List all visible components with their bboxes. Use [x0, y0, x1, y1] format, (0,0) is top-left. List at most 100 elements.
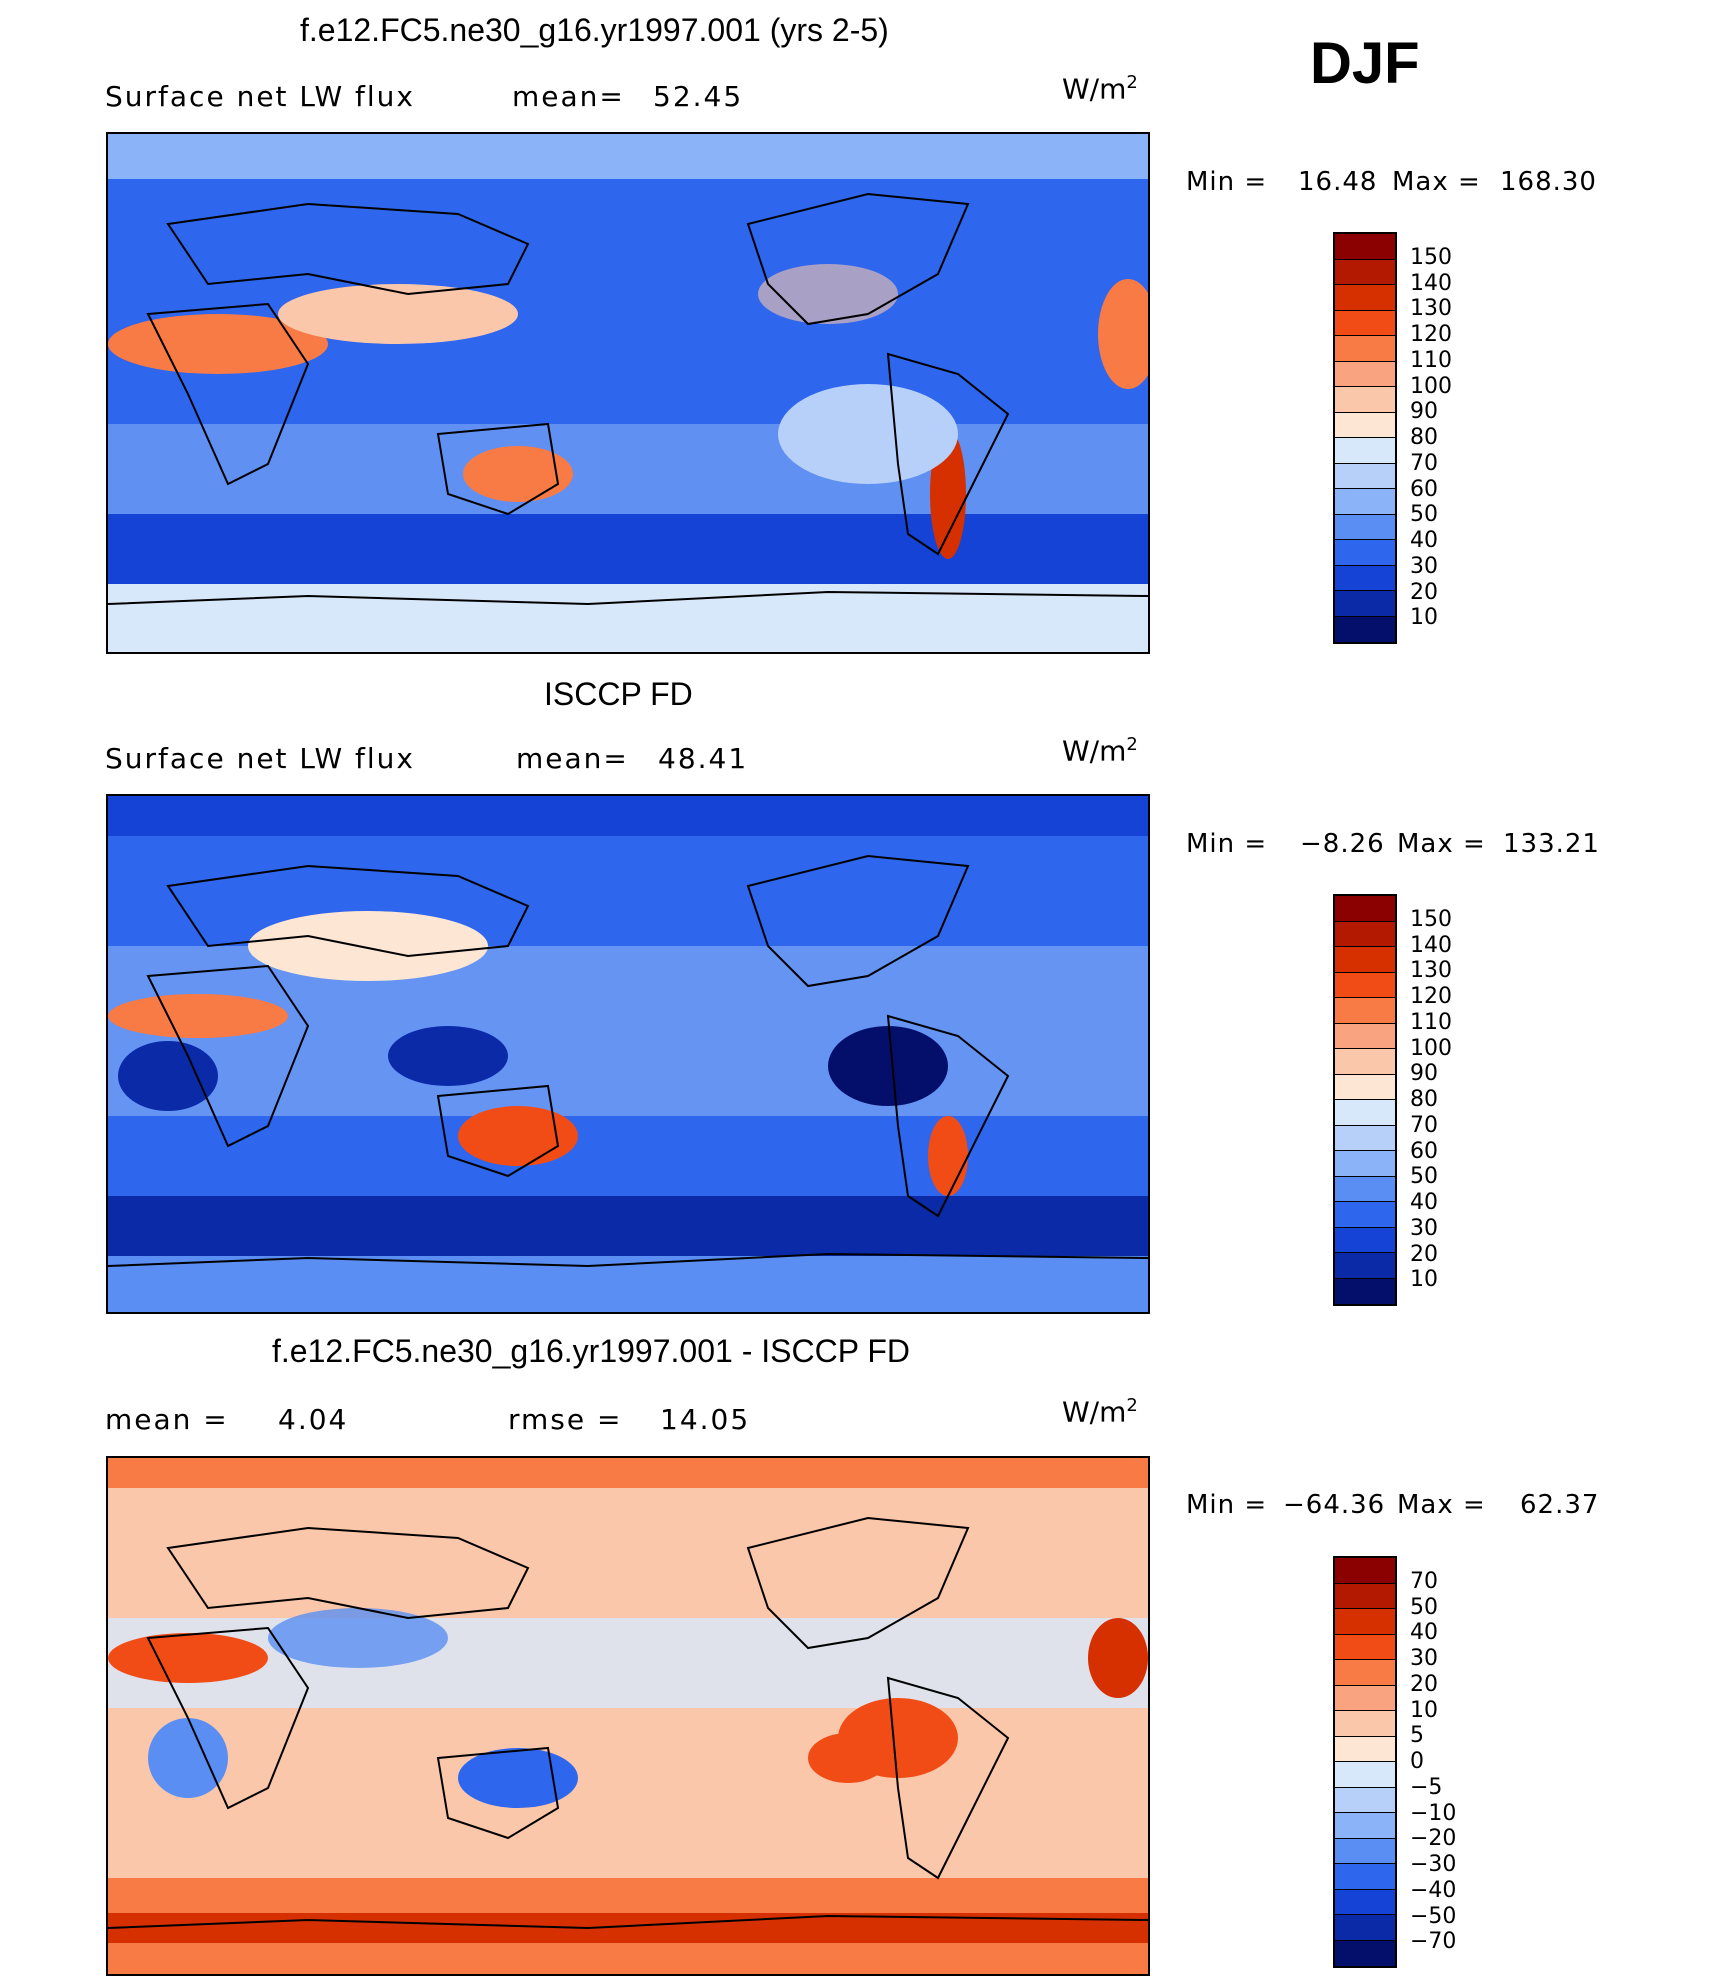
colorbar-tick-label: −10 [1410, 1800, 1457, 1826]
colorbar-swatch [1335, 1176, 1395, 1202]
min-value: 16.48 [1298, 167, 1378, 197]
colorbar-tick-label: 110 [1410, 347, 1452, 373]
colorbar-swatch [1335, 1202, 1395, 1228]
colorbar-tick-label: 150 [1410, 906, 1452, 932]
pacific-light [778, 384, 958, 484]
colorbar-tick-label: 20 [1410, 1671, 1438, 1697]
colorbar-swatch [1335, 514, 1395, 540]
colorbar-tick-label: 40 [1410, 1190, 1438, 1215]
rmse-value: 14.05 [660, 1403, 751, 1436]
colorbar-swatch [1335, 387, 1395, 413]
colorbar-tick-label: 140 [1410, 932, 1452, 958]
max-value: 133.21 [1503, 829, 1600, 859]
colorbar-swatch [1335, 1253, 1395, 1279]
min-label: Min = [1186, 167, 1268, 197]
coastline-australia [436, 1746, 560, 1840]
min-value: −64.36 [1283, 1490, 1386, 1520]
colorbar-swatch [1335, 1023, 1395, 1049]
colorbar-tick-label: 60 [1410, 1138, 1438, 1164]
colorbar-tick-label: 140 [1410, 270, 1452, 296]
colorbar-tick-label: 30 [1410, 553, 1438, 579]
variable-label: Surface net LW flux [105, 742, 415, 775]
colorbar-swatch [1335, 1889, 1395, 1915]
colorbar-swatch [1335, 921, 1395, 947]
colorbar-tick-label: −70 [1410, 1929, 1457, 1955]
southern-ocean-band [108, 1196, 1148, 1256]
coastline-antarctica [108, 1252, 1148, 1268]
colorbar-swatch [1335, 1711, 1395, 1737]
colorbar-tick-label: 120 [1410, 322, 1452, 347]
units-label: W/m2 [1062, 1395, 1138, 1428]
colorbar-swatch [1335, 1609, 1395, 1635]
colorbar-model [1333, 232, 1397, 644]
colorbar-swatch [1335, 1838, 1395, 1864]
colorbar-obs [1333, 894, 1397, 1306]
colorbar-swatch [1335, 1100, 1395, 1126]
coastline-north-america [746, 1516, 970, 1650]
map-diff-svg [108, 1458, 1148, 1974]
colorbar-tick-label: 70 [1410, 1568, 1438, 1594]
colorbar-swatch [1335, 540, 1395, 566]
colorbar-swatch [1335, 1151, 1395, 1177]
coastline-antarctica [108, 1914, 1148, 1930]
arctic-band [108, 134, 1148, 179]
maritime-cold [388, 1026, 508, 1086]
colorbar-tick-label: −40 [1410, 1877, 1457, 1903]
mean-label: mean= [512, 80, 625, 113]
mean-value: 48.41 [658, 742, 749, 775]
max-label: Max = [1397, 1490, 1486, 1520]
colorbar-tick-label: 120 [1410, 984, 1452, 1009]
colorbar-tick-label: −20 [1410, 1826, 1457, 1852]
colorbar-swatch [1335, 1915, 1395, 1941]
mean-label: mean= [516, 742, 629, 775]
rmse-label: rmse = [508, 1403, 623, 1436]
asia-neg [268, 1608, 448, 1668]
colorbar-swatch [1335, 310, 1395, 336]
tropics-band [108, 946, 1148, 1116]
colorbar-tick-label: 50 [1410, 1164, 1438, 1190]
colorbar-swatch [1335, 896, 1395, 922]
map-obs-svg [108, 796, 1148, 1312]
coastline-africa [146, 302, 310, 486]
andes-warm [928, 1116, 968, 1196]
colorbar-tick-label: 70 [1410, 1112, 1438, 1138]
colorbar-swatch [1335, 1278, 1395, 1304]
colorbar-tick-label: 20 [1410, 1241, 1438, 1267]
colorbar-swatch [1335, 259, 1395, 285]
asia-warm [278, 284, 518, 344]
coastline-australia [436, 1084, 560, 1178]
season-label: DJF [1310, 31, 1420, 96]
colorbar-swatch [1335, 998, 1395, 1024]
colorbar-swatch [1335, 1864, 1395, 1890]
colorbar-tick-label: 50 [1410, 502, 1438, 528]
colorbar-swatch [1335, 972, 1395, 998]
coastline-africa [146, 1626, 310, 1810]
colorbar-diff [1333, 1556, 1397, 1968]
units-base: W/m [1062, 72, 1127, 106]
colorbar-swatch [1335, 1736, 1395, 1762]
colorbar-swatch [1335, 336, 1395, 362]
colorbar-swatch [1335, 1660, 1395, 1686]
map-obs [106, 794, 1150, 1314]
colorbar-swatch [1335, 591, 1395, 617]
units-label: W/m2 [1062, 734, 1138, 767]
colorbar-tick-label: 10 [1410, 1267, 1438, 1293]
coastline-south-america [886, 1676, 1010, 1880]
colorbar-tick-label: −30 [1410, 1852, 1457, 1877]
colorbar-swatch [1335, 1762, 1395, 1788]
units-exponent: 2 [1126, 1395, 1138, 1416]
panel-title: ISCCP FD [544, 676, 693, 712]
units-exponent: 2 [1126, 72, 1138, 93]
colorbar-tick-label: 30 [1410, 1215, 1438, 1241]
units-base: W/m [1062, 1395, 1127, 1429]
colorbar-tick-label: 0 [1410, 1749, 1424, 1774]
colorbar-swatch [1335, 616, 1395, 642]
arctic-band [108, 796, 1148, 836]
colorbar-tick-label: 60 [1410, 476, 1438, 502]
max-label: Max = [1397, 829, 1486, 859]
colorbar-swatch [1335, 361, 1395, 387]
colorbar-tick-label: 40 [1410, 528, 1438, 553]
coastline-south-america [886, 1014, 1010, 1218]
colorbar-swatch [1335, 412, 1395, 438]
colorbar-tick-label: 130 [1410, 296, 1452, 322]
